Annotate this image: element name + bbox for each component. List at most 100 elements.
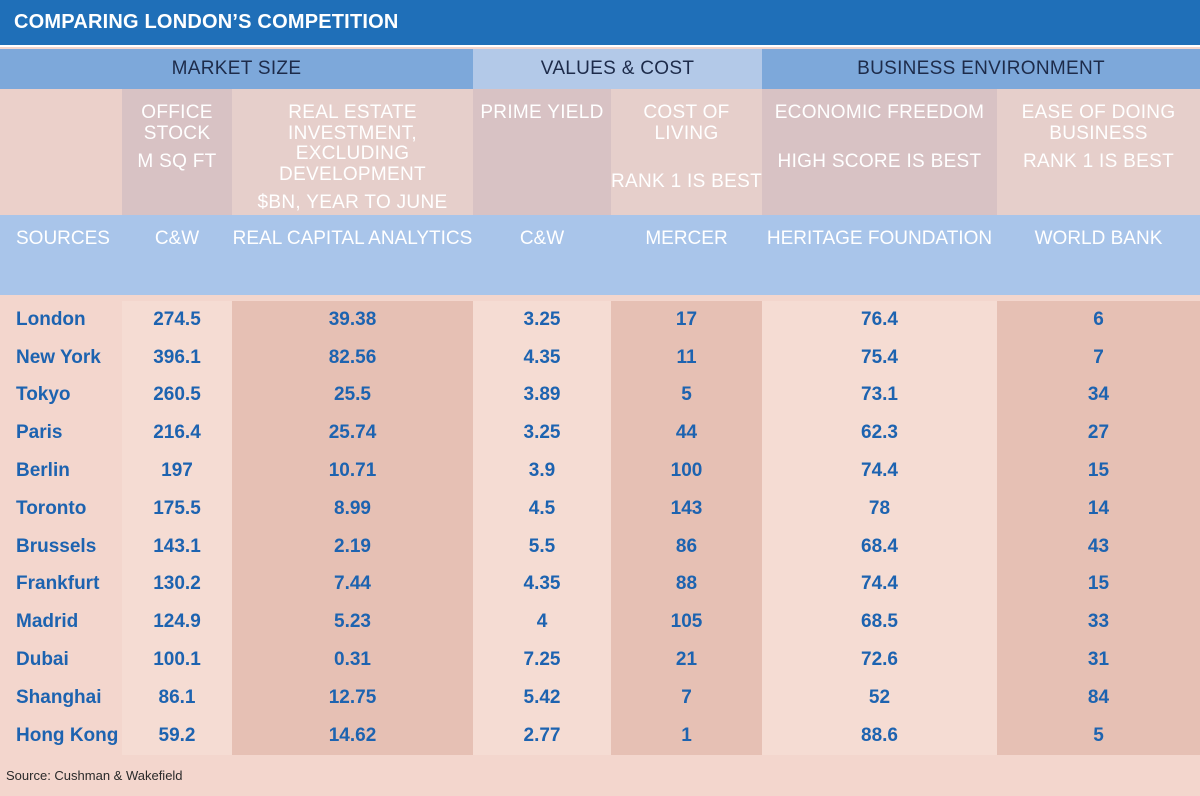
cell-prime-yield: 3.9 [473, 452, 611, 490]
source-ease-of-business: WORLD BANK [1034, 228, 1163, 249]
column-header-investment: REAL ESTATE INVESTMENT, EXCLUDING DEVELO… [232, 89, 473, 215]
cell-investment: 8.99 [232, 489, 473, 528]
table-row: London 274.5 39.38 3.25 17 76.4 6 [0, 301, 1200, 339]
source-prime-yield: C&W [519, 228, 565, 249]
cell-economic-freedom: 74.4 [762, 452, 997, 490]
cell-ease-of-business: 5 [997, 716, 1200, 755]
cell-city: Dubai [16, 649, 69, 671]
group-header-business-environment: BUSINESS ENVIRONMENT [762, 49, 1200, 89]
column-unit: HIGH SCORE IS BEST [777, 150, 982, 172]
sources-label: SOURCES [16, 228, 110, 249]
source-office-stock: C&W [154, 228, 200, 249]
column-header-cost-of-living: COST OF LIVING RANK 1 IS BEST [611, 89, 762, 215]
cell-cost-of-living: 11 [611, 338, 762, 377]
cell-economic-freedom: 74.4 [762, 565, 997, 604]
cell-office-stock: 100.1 [122, 641, 232, 679]
cell-ease-of-business: 15 [997, 565, 1200, 604]
cell-office-stock: 197 [122, 452, 232, 490]
cell-city: Paris [16, 422, 63, 444]
cell-investment: 14.62 [232, 716, 473, 755]
cell-prime-yield: 4.35 [473, 338, 611, 377]
cell-prime-yield: 7.25 [473, 641, 611, 679]
cell-economic-freedom: 88.6 [762, 716, 997, 755]
cell-economic-freedom: 52 [762, 678, 997, 717]
cell-ease-of-business: 31 [997, 641, 1200, 679]
cell-cost-of-living: 143 [611, 489, 762, 528]
cell-investment: 5.23 [232, 603, 473, 642]
cell-prime-yield: 2.77 [473, 716, 611, 755]
cell-ease-of-business: 84 [997, 678, 1200, 717]
cell-ease-of-business: 7 [997, 338, 1200, 377]
cell-ease-of-business: 33 [997, 603, 1200, 642]
cell-cost-of-living: 44 [611, 414, 762, 453]
group-header-market-size: MARKET SIZE [0, 49, 473, 89]
cell-ease-of-business: 43 [997, 527, 1200, 566]
source-footnote: Source: Cushman & Wakefield [6, 768, 183, 783]
cell-economic-freedom: 78 [762, 489, 997, 528]
table-row: Madrid 124.9 5.23 4 105 68.5 33 [0, 603, 1200, 642]
cell-city: Brussels [16, 535, 97, 557]
table-row: Tokyo 260.5 25.5 3.89 5 73.1 34 [0, 376, 1200, 415]
table-row: New York 396.1 82.56 4.35 11 75.4 7 [0, 338, 1200, 377]
cell-office-stock: 175.5 [122, 489, 232, 528]
cell-office-stock: 86.1 [122, 678, 232, 717]
table-row: Berlin 197 10.71 3.9 100 74.4 15 [0, 452, 1200, 490]
cell-economic-freedom: 73.1 [762, 376, 997, 415]
column-header-city [0, 89, 122, 215]
cell-investment: 2.19 [232, 527, 473, 566]
cell-economic-freedom: 76.4 [762, 301, 997, 339]
cell-economic-freedom: 75.4 [762, 338, 997, 377]
source-cost-of-living: MERCER [645, 228, 728, 249]
cell-city: Toronto [16, 497, 87, 519]
data-rows: London 274.5 39.38 3.25 17 76.4 6 New York 396.1… [0, 301, 1200, 755]
cell-city: Shanghai [16, 686, 102, 708]
sources-row: SOURCES C&W REAL CAPITAL ANALYTICS C&W M… [0, 215, 1200, 295]
cell-economic-freedom: 62.3 [762, 414, 997, 453]
column-label: REAL ESTATE INVESTMENT, EXCLUDING DEVELO… [279, 102, 426, 185]
cell-cost-of-living: 88 [611, 565, 762, 604]
cell-office-stock: 216.4 [122, 414, 232, 453]
cell-office-stock: 143.1 [122, 527, 232, 566]
column-unit: RANK 1 IS BEST [1023, 151, 1174, 173]
cell-cost-of-living: 7 [611, 678, 762, 717]
column-label: COST OF LIVING [643, 102, 730, 144]
cell-cost-of-living: 105 [611, 603, 762, 642]
cell-investment: 7.44 [232, 565, 473, 604]
cell-city: Frankfurt [16, 573, 100, 595]
cell-cost-of-living: 5 [611, 376, 762, 415]
cell-office-stock: 274.5 [122, 301, 232, 339]
cell-ease-of-business: 34 [997, 376, 1200, 415]
table-row: Shanghai 86.1 12.75 5.42 7 52 84 [0, 678, 1200, 717]
table-row: Brussels 143.1 2.19 5.5 86 68.4 43 [0, 527, 1200, 566]
cell-investment: 0.31 [232, 641, 473, 679]
column-header-office-stock: OFFICE STOCK M SQ FT [122, 89, 232, 215]
group-header-values-cost: VALUES & COST [473, 49, 762, 89]
cell-city: Berlin [16, 460, 70, 482]
table-row: Dubai 100.1 0.31 7.25 21 72.6 31 [0, 641, 1200, 679]
cell-investment: 25.74 [232, 414, 473, 453]
cell-office-stock: 130.2 [122, 565, 232, 604]
cell-prime-yield: 3.89 [473, 376, 611, 415]
cell-investment: 25.5 [232, 376, 473, 415]
cell-ease-of-business: 15 [997, 452, 1200, 490]
group-header-row: MARKET SIZE VALUES & COST BUSINESS ENVIR… [0, 49, 1200, 89]
table-row: Hong Kong 59.2 14.62 2.77 1 88.6 5 [0, 716, 1200, 755]
column-unit: M SQ FT [137, 151, 217, 173]
column-header-prime-yield: PRIME YIELD [473, 89, 611, 215]
column-header-ease-of-business: EASE OF DOING BUSINESS RANK 1 IS BEST [997, 89, 1200, 215]
cell-city: Tokyo [16, 384, 71, 406]
cell-cost-of-living: 21 [611, 641, 762, 679]
cell-investment: 39.38 [232, 301, 473, 339]
table-row: Frankfurt 130.2 7.44 4.35 88 74.4 15 [0, 565, 1200, 604]
cell-office-stock: 59.2 [122, 716, 232, 755]
cell-ease-of-business: 14 [997, 489, 1200, 528]
cell-prime-yield: 5.42 [473, 678, 611, 717]
cell-prime-yield: 4 [473, 603, 611, 642]
cell-city: Hong Kong [16, 724, 119, 746]
column-header-row: OFFICE STOCK M SQ FT REAL ESTATE INVESTM… [0, 89, 1200, 215]
cell-cost-of-living: 86 [611, 527, 762, 566]
cell-prime-yield: 3.25 [473, 414, 611, 453]
column-label: EASE OF DOING BUSINESS [1021, 102, 1176, 144]
cell-ease-of-business: 6 [997, 301, 1200, 339]
